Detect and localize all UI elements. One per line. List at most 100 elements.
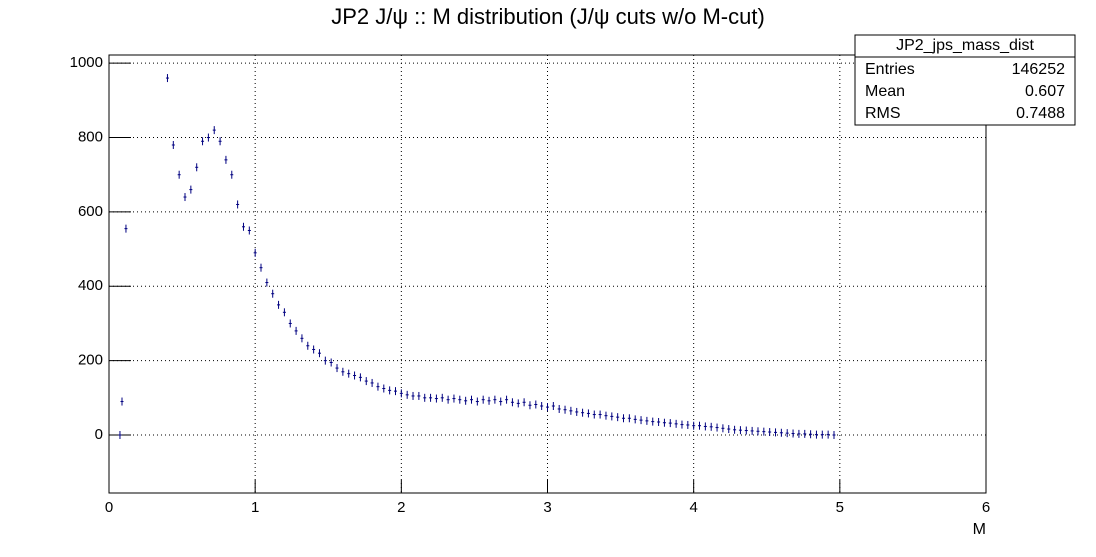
x-tick-label: 3: [543, 499, 551, 516]
data-point: [581, 408, 585, 417]
data-point: [493, 395, 497, 404]
data-point: [569, 406, 573, 415]
data-point: [627, 414, 631, 423]
data-point: [347, 369, 351, 378]
data-point: [312, 345, 316, 354]
data-point: [487, 396, 491, 405]
data-point: [598, 410, 602, 419]
data-point: [703, 422, 707, 431]
data-point: [820, 430, 824, 439]
data-point: [610, 412, 614, 421]
data-point: [317, 349, 321, 358]
data-point: [271, 289, 275, 298]
data-point: [633, 415, 637, 424]
data-point: [300, 334, 304, 343]
data-point: [370, 378, 374, 387]
data-point: [616, 413, 620, 422]
data-point: [698, 421, 702, 430]
data-point: [201, 137, 205, 146]
data-point: [657, 417, 661, 426]
data-point: [118, 430, 122, 439]
data-point: [405, 390, 409, 399]
stats-value: 0.7488: [1016, 105, 1065, 122]
x-tick-label: 5: [836, 499, 844, 516]
data-point: [586, 409, 590, 418]
data-point: [826, 430, 830, 439]
y-tick-label: 200: [78, 352, 103, 369]
data-point: [762, 427, 766, 436]
stats-label: RMS: [865, 105, 901, 122]
y-tick-label: 800: [78, 129, 103, 146]
data-point: [505, 395, 509, 404]
data-point: [458, 395, 462, 404]
data-point: [645, 416, 649, 425]
data-point: [376, 382, 380, 391]
x-tick-label: 1: [251, 499, 259, 516]
data-point: [177, 170, 181, 179]
data-point: [259, 263, 263, 272]
data-point: [218, 137, 222, 146]
data-point: [662, 418, 666, 427]
data-point: [668, 419, 672, 428]
data-point: [329, 358, 333, 367]
data-point: [721, 424, 725, 433]
data-point: [183, 193, 187, 202]
stats-label: Mean: [865, 83, 905, 100]
x-axis-label: M: [973, 521, 986, 538]
data-point: [241, 222, 245, 231]
stats-title: JP2_jps_mass_dist: [896, 37, 1034, 54]
data-point: [832, 430, 836, 439]
data-point: [779, 428, 783, 437]
data-point: [715, 423, 719, 432]
data-point: [791, 429, 795, 438]
data-point: [247, 226, 251, 235]
data-point: [546, 403, 549, 412]
data-point: [622, 414, 626, 423]
data-point: [540, 401, 544, 410]
data-point: [236, 200, 240, 209]
data-point: [294, 326, 298, 335]
data-point: [774, 428, 778, 437]
data-point: [557, 404, 561, 413]
data-point: [212, 126, 216, 135]
data-point: [165, 74, 169, 83]
data-point: [446, 395, 450, 404]
data-point: [733, 425, 737, 434]
data-point: [341, 367, 345, 376]
data-point: [803, 429, 807, 438]
y-tick-label: 0: [95, 426, 103, 443]
stats-value: 0.607: [1025, 83, 1065, 100]
data-point: [639, 416, 643, 425]
data-point: [364, 377, 368, 386]
data-point: [417, 391, 421, 400]
data-point: [171, 140, 175, 149]
data-point: [224, 155, 228, 164]
data-point: [411, 391, 415, 400]
data-point: [195, 163, 199, 172]
data-point: [604, 411, 608, 420]
data-point: [440, 393, 444, 402]
data-point: [674, 419, 678, 428]
data-point: [809, 430, 813, 439]
data-point: [651, 417, 655, 426]
data-point: [253, 248, 257, 257]
data-point: [768, 428, 772, 437]
data-point: [680, 420, 684, 429]
data-point: [265, 278, 269, 287]
y-tick-label: 1000: [70, 54, 103, 71]
data-point: [727, 425, 731, 434]
data-point: [481, 395, 485, 404]
data-point: [709, 422, 713, 431]
data-point: [510, 398, 514, 407]
data-point: [522, 398, 526, 407]
data-point: [120, 397, 124, 406]
data-point: [750, 426, 754, 435]
data-point: [434, 394, 438, 403]
y-tick-label: 400: [78, 277, 103, 294]
data-point: [692, 421, 696, 430]
data-point: [335, 364, 339, 373]
data-point: [814, 430, 818, 439]
data-point: [528, 401, 532, 410]
x-tick-label: 6: [982, 499, 990, 516]
